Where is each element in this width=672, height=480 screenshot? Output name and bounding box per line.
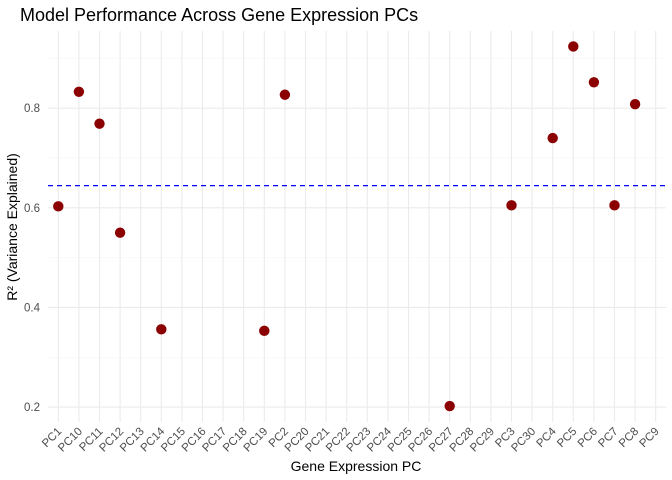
x-tick-label: PC10	[56, 426, 85, 455]
chart-title: Model Performance Across Gene Expression…	[20, 5, 418, 25]
x-axis-title: Gene Expression PC	[291, 458, 422, 474]
y-tick-label: 0.6	[24, 203, 40, 215]
data-point	[629, 99, 641, 110]
data-point	[547, 132, 558, 144]
x-tick-label: PC6	[576, 426, 600, 450]
y-tick-label: 0.2	[24, 402, 40, 414]
y-tick-label: 0.8	[24, 103, 40, 115]
x-tick-label: PC5	[555, 426, 579, 450]
y-axis-ticks: 0.2 0.4 0.6 0.8	[24, 103, 41, 414]
data-point	[609, 200, 620, 211]
grid	[48, 31, 666, 422]
x-tick-label: PC30	[509, 426, 538, 455]
data-point	[114, 227, 126, 238]
data-point	[156, 324, 167, 335]
data-points	[53, 41, 641, 412]
y-axis-title: R² (Variance Explained)	[4, 153, 20, 301]
x-tick-label: PC8	[617, 426, 641, 450]
y-tick-label: 0.4	[24, 302, 41, 314]
data-point	[506, 200, 517, 211]
x-tick-label: PC29	[468, 426, 497, 455]
data-point	[279, 89, 291, 100]
x-tick-label: PC7	[596, 426, 620, 450]
data-point	[588, 77, 600, 88]
data-point	[53, 201, 64, 212]
data-point	[73, 86, 85, 97]
x-tick-label: PC4	[535, 425, 560, 450]
x-axis-ticks: PC1PC10PC11PC12PC13PC14PC15PC16PC17PC18P…	[40, 425, 662, 454]
data-point	[259, 325, 270, 337]
x-tick-label: PC9	[638, 426, 662, 450]
x-tick-label: PC19	[242, 426, 271, 455]
data-point	[568, 41, 579, 52]
data-point	[94, 118, 105, 129]
data-point	[444, 400, 455, 412]
